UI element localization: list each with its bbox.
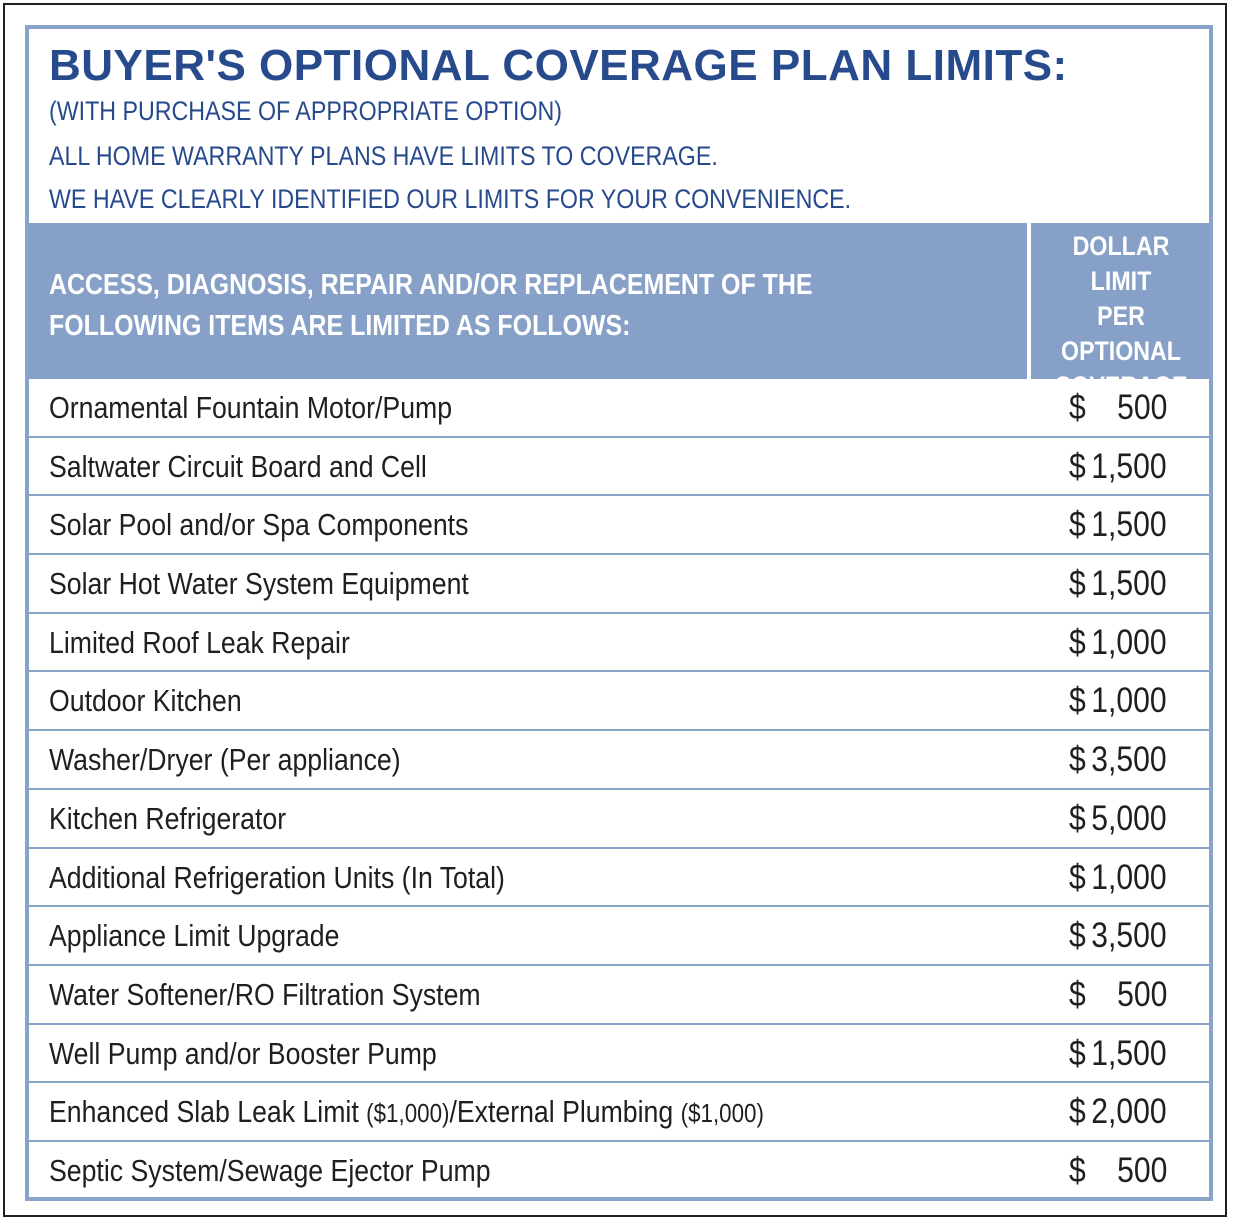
item-name: Water Softener/RO Filtration System [49,976,481,1012]
header-items-label: ACCESS, DIAGNOSIS, REPAIR AND/OR REPLACE… [49,269,813,342]
limit-amount: 1,500 [1091,564,1167,604]
table-row: Septic System/Sewage Ejector Pump $ 500 [29,1142,1209,1201]
header-right-line: DOLLAR LIMIT [1072,231,1170,296]
header-divider [1027,223,1031,379]
item-name: Solar Hot Water System Equipment [49,566,469,602]
item-name: Septic System/Sewage Ejector Pump [49,1152,491,1188]
header-right-line: COVERAGE [1054,371,1188,401]
table-header: ACCESS, DIAGNOSIS, REPAIR AND/OR REPLACE… [29,223,1209,436]
item-name: Ornamental Fountain Motor/Pump [49,390,453,425]
currency-symbol: $ [1069,1092,1086,1132]
table-row: Appliance Limit Upgrade $ 3,500 [29,907,1209,966]
table-row: Water Softener/RO Filtration System $ 50… [29,966,1209,1025]
item-name: Washer/Dryer (Per appliance) [49,742,401,778]
currency-symbol: $ [1069,1150,1086,1190]
header-dollar-limit-label: DOLLAR LIMIT PER OPTIONAL COVERAGE PLAN … [1045,229,1196,439]
header-right-line: PLAN TERM: [1049,406,1193,436]
currency-symbol: $ [1069,681,1086,721]
limit-amount: 3,500 [1091,740,1167,780]
coverage-limits-panel: BUYER'S OPTIONAL COVERAGE PLAN LIMITS: (… [25,25,1213,1201]
currency-symbol: $ [1069,446,1086,486]
limit-amount: 5,000 [1091,798,1167,838]
currency-symbol: $ [1069,1033,1086,1073]
outer-frame [3,3,1227,1217]
table-row: Saltwater Circuit Board and Cell $ 1,500 [29,438,1209,497]
currency-symbol: $ [1069,505,1086,545]
item-name-part-small: ($1,000) [680,1098,764,1129]
subtitle-line-2: ALL HOME WARRANTY PLANS HAVE LIMITS TO C… [49,141,718,171]
table-row: Ornamental Fountain Motor/Pump $ 500 [29,379,1209,438]
limit-amount: 1,500 [1091,446,1167,486]
subtitle-line-3: WE HAVE CLEARLY IDENTIFIED OUR LIMITS FO… [49,184,852,214]
item-name: Appliance Limit Upgrade [49,918,340,954]
table-row: Limited Roof Leak Repair $ 1,000 [29,614,1209,673]
item-name-part: /External Plumbing [449,1094,681,1130]
subtitle-line-1: (WITH PURCHASE OF APPROPRIATE OPTION) [49,96,563,126]
table-body: Ornamental Fountain Motor/Pump $ 500 Sal… [29,379,1209,1201]
table-row: Solar Pool and/or Spa Components $ 1,500 [29,496,1209,556]
currency-symbol: $ [1069,857,1086,897]
currency-symbol: $ [1069,622,1086,662]
currency-symbol: $ [1069,740,1086,780]
limit-amount: 1,500 [1091,505,1167,545]
limit-amount: 1,000 [1091,622,1167,662]
limit-amount: 2,000 [1091,1092,1167,1132]
table-row: Additional Refrigeration Units (In Total… [29,849,1209,908]
limit-amount: 1,000 [1091,857,1167,897]
limit-amount: 1,000 [1091,681,1167,721]
table-row: Outdoor Kitchen $ 1,000 [29,672,1209,732]
currency-symbol: $ [1069,798,1086,838]
item-name: Solar Pool and/or Spa Components [49,507,469,543]
table-row: Enhanced Slab Leak Limit ($1,000)/Extern… [29,1083,1209,1142]
item-name: Enhanced Slab Leak Limit ($1,000)/Extern… [49,1094,764,1131]
limit-amount: 3,500 [1091,916,1167,956]
item-name: Additional Refrigeration Units (In Total… [49,859,505,895]
table-row: Solar Hot Water System Equipment $ 1,500 [29,555,1209,614]
table-row: Kitchen Refrigerator $ 5,000 [29,790,1209,849]
header-right-line: PER OPTIONAL [1061,301,1181,366]
item-name: Limited Roof Leak Repair [49,624,350,660]
limit-amount: 1,500 [1091,1033,1167,1073]
limit-amount: 500 [1116,388,1167,427]
item-name-part-small: ($1,000) [366,1098,450,1129]
currency-symbol: $ [1069,388,1086,427]
currency-symbol: $ [1069,564,1086,604]
table-row: Well Pump and/or Booster Pump $ 1,500 [29,1025,1209,1084]
limit-amount: 500 [1116,1150,1167,1190]
page-title: BUYER'S OPTIONAL COVERAGE PLAN LIMITS: [49,41,1068,90]
item-name: Kitchen Refrigerator [49,800,287,836]
table-row: Washer/Dryer (Per appliance) $ 3,500 [29,731,1209,790]
item-name: Saltwater Circuit Board and Cell [49,448,427,484]
limit-amount: 500 [1116,974,1167,1014]
item-name: Well Pump and/or Booster Pump [49,1035,437,1071]
currency-symbol: $ [1069,916,1086,956]
currency-symbol: $ [1069,974,1086,1014]
item-name-part: Enhanced Slab Leak Limit [49,1094,367,1130]
item-name: Outdoor Kitchen [49,683,242,719]
